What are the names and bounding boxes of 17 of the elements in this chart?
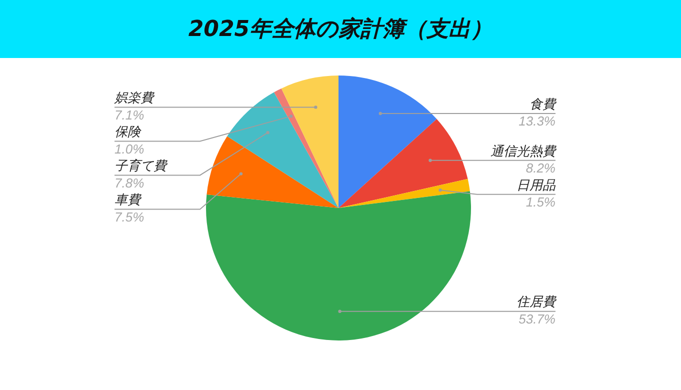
slice-label: 住居費	[516, 295, 558, 310]
slice-label: 保険	[114, 125, 142, 140]
data-label: 8.2%	[526, 160, 556, 176]
slice-label: 食費	[530, 97, 558, 112]
slice-label: 日用品	[516, 178, 556, 194]
data-label: 7.5%	[114, 209, 144, 224]
slice-label: 車費	[114, 193, 142, 208]
slice-label: 娯楽費	[114, 91, 156, 106]
data-label: 53.7%	[518, 311, 556, 326]
data-label: 1.5%	[526, 194, 556, 210]
data-label: 7.8%	[114, 175, 144, 190]
slice-label: 通信光熱費	[490, 144, 558, 160]
data-label: 13.3%	[518, 114, 556, 129]
data-label: 1.0%	[114, 141, 144, 156]
slice-label: 子育て費	[114, 158, 168, 174]
chart-title: 2025年全体の家計簿（支出）	[188, 16, 493, 44]
data-label: 7.1%	[114, 107, 144, 122]
